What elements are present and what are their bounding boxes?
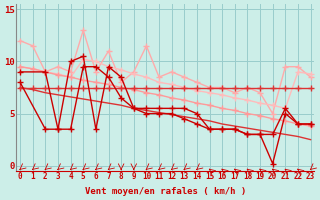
X-axis label: Vent moyen/en rafales ( km/h ): Vent moyen/en rafales ( km/h ) (85, 187, 246, 196)
